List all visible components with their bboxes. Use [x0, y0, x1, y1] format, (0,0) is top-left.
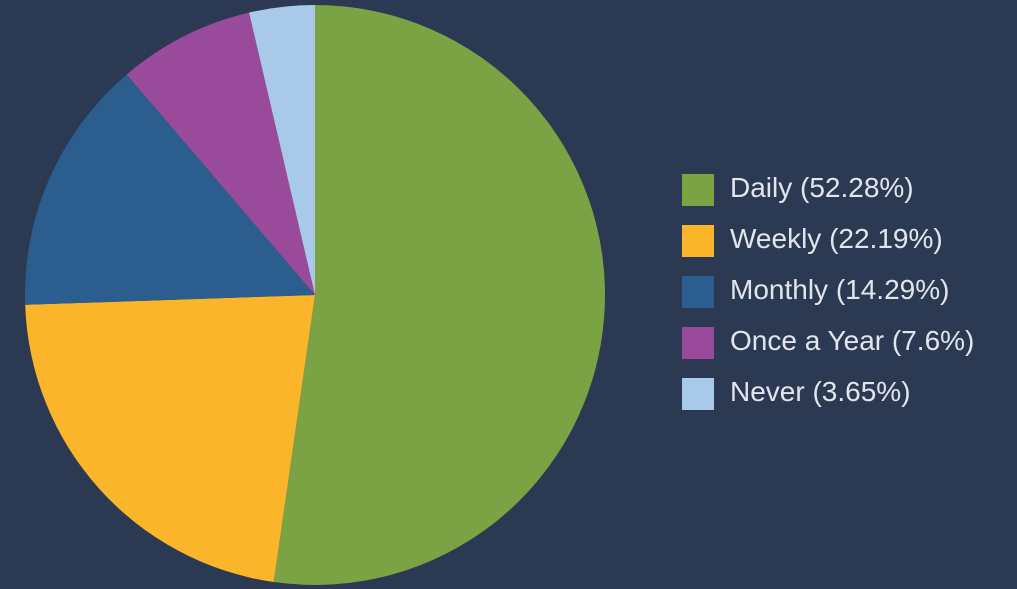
legend-value: (3.65%) — [812, 376, 910, 407]
legend-value: (52.28%) — [800, 172, 914, 203]
legend-label: Daily (52.28%) — [730, 172, 914, 203]
legend-name: Never — [730, 376, 805, 407]
pie-slice — [273, 5, 605, 585]
legend-name: Daily — [730, 172, 792, 203]
legend-value: (14.29%) — [836, 274, 950, 305]
legend-name: Weekly — [730, 223, 821, 254]
legend-label: Weekly (22.19%) — [730, 223, 943, 254]
legend-swatch — [682, 378, 714, 410]
pie-slice — [249, 5, 315, 295]
pie-slice — [126, 12, 315, 296]
legend-swatch — [682, 225, 714, 257]
legend-value: (22.19%) — [829, 223, 943, 254]
legend-name: Monthly — [730, 274, 828, 305]
pie-slice — [25, 295, 315, 583]
legend-value: (7.6%) — [892, 325, 974, 356]
legend-swatch — [682, 327, 714, 359]
legend-swatch — [682, 276, 714, 308]
legend-name: Once a Year — [730, 325, 884, 356]
legend-swatch — [682, 174, 714, 206]
legend-label: Never (3.65%) — [730, 376, 911, 407]
pie-slice — [25, 74, 315, 305]
legend-label: Once a Year (7.6%) — [730, 325, 974, 356]
legend-label: Monthly (14.29%) — [730, 274, 949, 305]
